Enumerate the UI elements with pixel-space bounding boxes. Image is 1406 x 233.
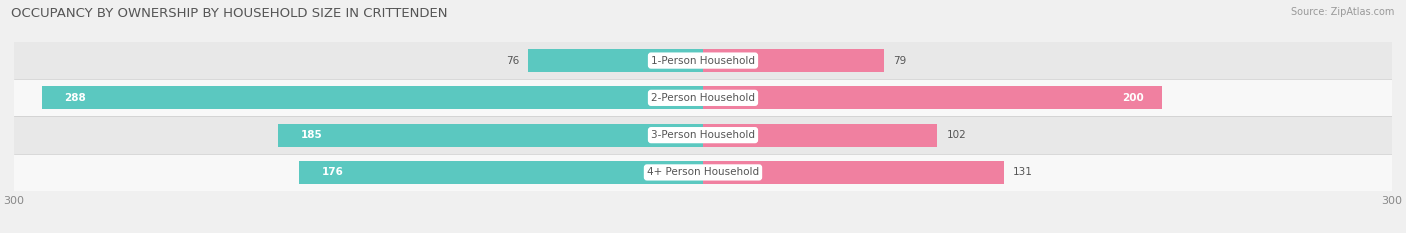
Text: 176: 176 (322, 168, 343, 177)
Bar (14, 42, 1392, 79)
Text: 185: 185 (301, 130, 323, 140)
Text: 3-Person Household: 3-Person Household (651, 130, 755, 140)
Text: 4+ Person Household: 4+ Person Household (647, 168, 759, 177)
Text: 200: 200 (1122, 93, 1144, 103)
Text: 76: 76 (506, 56, 519, 65)
Text: 2-Person Household: 2-Person Household (651, 93, 755, 103)
Bar (703, 161, 1004, 184)
Text: Source: ZipAtlas.com: Source: ZipAtlas.com (1291, 7, 1395, 17)
Bar (299, 161, 703, 184)
Text: OCCUPANCY BY OWNERSHIP BY HOUSEHOLD SIZE IN CRITTENDEN: OCCUPANCY BY OWNERSHIP BY HOUSEHOLD SIZE… (11, 7, 447, 20)
Bar (529, 49, 703, 72)
Bar (703, 86, 1163, 110)
Bar (42, 86, 703, 110)
Bar (703, 123, 938, 147)
Text: 79: 79 (894, 56, 907, 65)
Text: 131: 131 (1012, 168, 1033, 177)
Text: 1-Person Household: 1-Person Household (651, 56, 755, 65)
Bar (14, 116, 1392, 154)
Bar (703, 49, 884, 72)
Bar (278, 123, 703, 147)
Bar (14, 154, 1392, 191)
Bar (14, 79, 1392, 116)
Text: 288: 288 (65, 93, 86, 103)
Text: 102: 102 (946, 130, 966, 140)
